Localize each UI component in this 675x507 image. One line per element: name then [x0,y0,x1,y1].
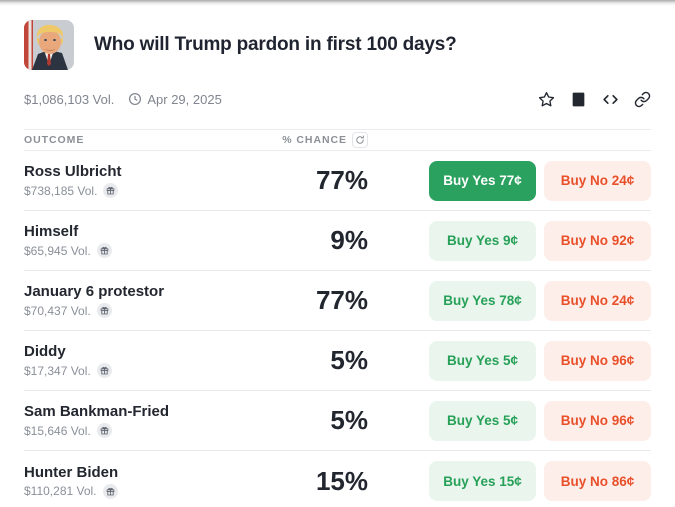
outcome-name: Hunter Biden [24,463,119,481]
market-row: Hunter Biden $110,281 Vol. 15% Buy Yes 1… [24,451,651,507]
refresh-icon[interactable] [352,132,368,148]
buy-yes-button[interactable]: Buy Yes 77¢ [429,160,536,201]
market-row: Diddy $17,347 Vol. 5% Buy Yes 5¢ Buy No … [24,331,651,391]
outcome-name: Sam Bankman-Fried [24,403,170,420]
outcome-cell: Sam Bankman-Fried $15,646 Vol. [24,403,280,438]
outcome-name: January 6 protestor [24,283,165,300]
gift-icon[interactable] [96,423,112,438]
market-toolbar [538,91,651,108]
gift-icon[interactable] [103,183,119,198]
outcome-cell: January 6 protestor $70,437 Vol. [24,283,280,318]
buy-no-button[interactable]: Buy No 24¢ [544,160,651,201]
page-title: Who will Trump pardon in first 100 days? [94,34,457,55]
market-row: Sam Bankman-Fried $15,646 Vol. 5% Buy Ye… [24,391,651,451]
buy-no-button[interactable]: Buy No 96¢ [544,400,651,441]
outcome-name: Himself [24,223,79,240]
chance-value: 15% [315,465,368,496]
outcome-volume: $17,347 Vol. [24,363,91,378]
outcome-volume: $738,185 Vol. [24,183,98,198]
market-row: Himself $65,945 Vol. 9% Buy Yes 9¢ Buy N… [24,211,651,271]
trump-portrait-image [24,20,74,70]
gift-icon[interactable] [102,483,118,499]
buy-no-button[interactable]: Buy No 96¢ [544,340,651,381]
column-chance: % CHANCE [280,132,368,148]
meta-row: $1,086,103 Vol. Apr 29, 2025 [24,90,651,108]
buy-yes-button[interactable]: Buy Yes 78¢ [429,280,536,321]
star-icon[interactable] [538,91,555,108]
outcome-cell: Ross Ulbricht $738,185 Vol. [24,163,280,198]
outcome-cell: Hunter Biden $110,281 Vol. [24,464,280,499]
top-scroll-shadow [0,0,675,6]
outcome-cell: Himself $65,945 Vol. [24,223,280,258]
table-header: OUTCOME % CHANCE [24,129,651,151]
buy-no-button[interactable]: Buy No 24¢ [544,280,651,321]
market-avatar [24,20,74,70]
outcome-name: Diddy [24,343,66,360]
market-row: January 6 protestor $70,437 Vol. 77% Buy… [24,271,651,331]
chance-value: 5% [330,345,368,375]
market-row: Ross Ulbricht $738,185 Vol. 77% Buy Yes … [24,151,651,211]
market-volume: $1,086,103 Vol. [24,91,115,107]
clock-icon [129,92,142,106]
embed-code-icon[interactable] [602,91,619,108]
gift-icon[interactable] [96,303,112,318]
buy-no-button[interactable]: Buy No 92¢ [544,220,651,261]
buy-yes-button[interactable]: Buy Yes 5¢ [429,340,536,381]
market-header: Who will Trump pardon in first 100 days? [24,20,651,70]
outcome-name: Ross Ulbricht [24,163,122,180]
chance-value: 9% [330,225,368,255]
outcomes-list: Ross Ulbricht $738,185 Vol. 77% Buy Yes … [24,151,651,507]
outcome-cell: Diddy $17,347 Vol. [24,343,280,378]
outcome-volume: $15,646 Vol. [24,423,91,438]
buy-yes-button[interactable]: Buy Yes 15¢ [429,461,536,501]
outcome-volume: $70,437 Vol. [24,303,91,318]
column-outcome: OUTCOME [24,134,85,146]
link-icon[interactable] [634,91,651,108]
outcome-volume: $65,945 Vol. [24,243,91,258]
gift-icon[interactable] [96,243,112,258]
outcome-volume: $110,281 Vol. [24,484,97,498]
buy-yes-button[interactable]: Buy Yes 5¢ [429,400,536,441]
buy-no-button[interactable]: Buy No 86¢ [544,461,651,501]
gift-icon[interactable] [96,363,112,378]
market-date: Apr 29, 2025 [128,92,222,107]
chance-value: 5% [330,405,368,435]
chance-value: 77% [315,165,368,195]
buy-yes-button[interactable]: Buy Yes 9¢ [429,220,536,261]
chance-value: 77% [315,285,368,315]
document-icon[interactable] [570,91,587,108]
